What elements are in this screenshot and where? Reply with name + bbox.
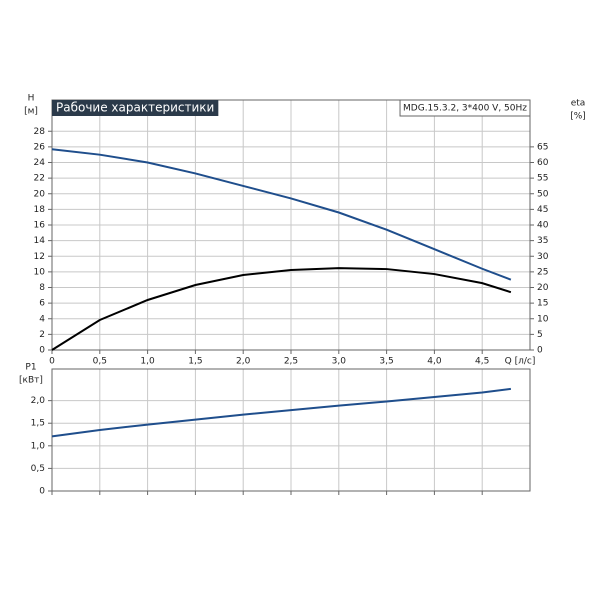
x-tick-label: 1,5	[188, 357, 202, 367]
y-tick-label: 22	[34, 174, 45, 184]
y2-tick-label: 30	[537, 252, 549, 262]
y-axis-label: P1	[25, 363, 36, 373]
curve	[51, 267, 512, 351]
x-tick-label: 3,5	[379, 357, 393, 367]
x-tick-label: 1,0	[140, 357, 155, 367]
y-tick-label: 28	[34, 127, 46, 137]
y2-tick-label: 40	[537, 221, 549, 231]
y-tick-label: 26	[34, 142, 46, 152]
title-box	[52, 100, 219, 116]
y2-axis-unit: [%]	[570, 112, 586, 122]
y-tick-label: 16	[34, 221, 46, 231]
y2-tick-label: 25	[537, 267, 548, 277]
model-label: MDG.15.3.2, 3*400 V, 50Hz	[403, 104, 527, 114]
y2-tick-label: 65	[537, 142, 548, 152]
x-tick-label: 4,0	[427, 357, 442, 367]
y-tick-label: 10	[34, 267, 46, 277]
y2-tick-label: 60	[537, 158, 549, 168]
y-tick-label: 14	[34, 236, 46, 246]
y2-tick-label: 15	[537, 299, 548, 309]
y2-tick-label: 20	[537, 283, 549, 293]
curve	[51, 387, 512, 438]
y-tick-label: 8	[39, 283, 45, 293]
y-tick-label: 2	[39, 330, 45, 340]
x-axis-label: Q [л/с]	[505, 357, 536, 367]
y-tick-label: 24	[34, 158, 46, 168]
model-box	[399, 99, 531, 117]
y2-tick-label: 45	[537, 205, 548, 215]
y-tick-label: 0,5	[31, 464, 45, 474]
y2-tick-label: 10	[537, 314, 549, 324]
y-axis-label: H	[28, 94, 35, 104]
y-tick-label: 4	[39, 314, 45, 324]
y-tick-label: 6	[39, 299, 45, 309]
x-tick-label: 3,0	[332, 357, 347, 367]
y-tick-label: 1,0	[31, 441, 46, 451]
y-tick-label: 0	[39, 487, 45, 497]
y-tick-label: 0	[39, 346, 45, 356]
y-tick-label: 2,0	[31, 396, 46, 406]
y2-axis-label: eta	[571, 99, 586, 109]
y2-tick-label: 35	[537, 236, 548, 246]
x-tick-label: 2,5	[284, 357, 298, 367]
y-tick-label: 20	[34, 189, 46, 199]
y-tick-label: 18	[34, 205, 46, 215]
x-tick-label: 0,5	[93, 357, 107, 367]
y-axis-unit: [м]	[24, 107, 38, 117]
y2-tick-label: 5	[537, 330, 543, 340]
x-tick-label: 2,0	[236, 357, 251, 367]
chart-title: Рабочие характеристики	[56, 101, 214, 115]
x-tick-label: 0	[49, 357, 55, 367]
x-tick-label: 4,5	[475, 357, 489, 367]
y2-tick-label: 0	[537, 346, 543, 356]
y-axis-unit: [кВт]	[19, 376, 43, 386]
y2-tick-label: 55	[537, 174, 548, 184]
curve	[51, 148, 512, 281]
y-tick-label: 12	[34, 252, 45, 262]
y-tick-label: 1,5	[31, 419, 45, 429]
y2-tick-label: 50	[537, 189, 549, 199]
